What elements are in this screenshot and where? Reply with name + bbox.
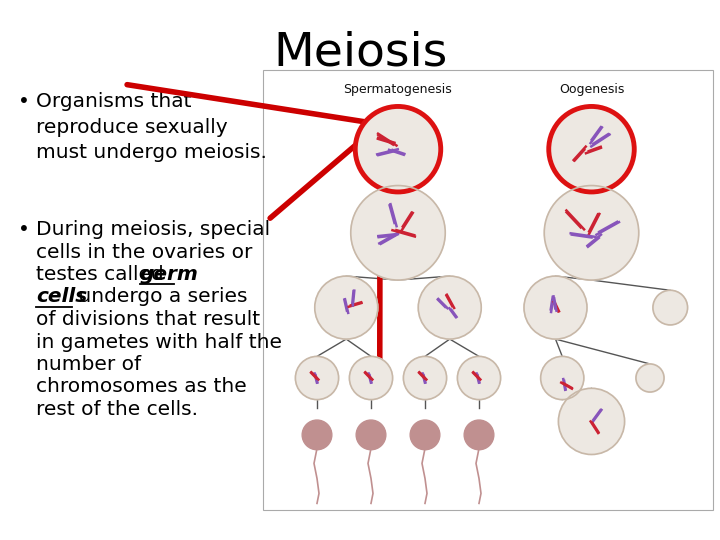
Text: undergo a series: undergo a series (72, 287, 248, 307)
Circle shape (315, 276, 378, 339)
Text: number of: number of (36, 355, 141, 374)
Text: testes called: testes called (36, 265, 170, 284)
Circle shape (653, 291, 688, 325)
Text: chromosomes as the: chromosomes as the (36, 377, 247, 396)
Circle shape (549, 106, 634, 192)
Text: germ: germ (140, 265, 199, 284)
Text: rest of the cells.: rest of the cells. (36, 400, 198, 419)
Circle shape (636, 364, 664, 392)
Circle shape (403, 356, 446, 400)
Text: Spermatogenesis: Spermatogenesis (343, 83, 452, 96)
Text: cells in the ovaries or: cells in the ovaries or (36, 242, 253, 261)
Circle shape (418, 276, 481, 339)
Circle shape (302, 420, 332, 450)
Text: of divisions that result: of divisions that result (36, 310, 260, 329)
Circle shape (559, 388, 624, 455)
Circle shape (457, 356, 500, 400)
Text: •: • (18, 92, 30, 111)
Text: Oogenesis: Oogenesis (559, 83, 624, 96)
Circle shape (541, 356, 584, 400)
Text: cells: cells (36, 287, 87, 307)
Circle shape (544, 186, 639, 280)
Circle shape (349, 356, 392, 400)
Circle shape (351, 186, 445, 280)
Circle shape (355, 106, 441, 192)
Circle shape (464, 420, 494, 450)
Text: •: • (18, 220, 30, 239)
Circle shape (356, 420, 386, 450)
Bar (263, 70, 713, 510)
Text: During meiosis, special: During meiosis, special (36, 220, 270, 239)
Text: Organisms that
reproduce sexually
must undergo meiosis.: Organisms that reproduce sexually must u… (36, 92, 267, 163)
Circle shape (295, 356, 338, 400)
Text: Meiosis: Meiosis (273, 30, 447, 75)
Circle shape (410, 420, 440, 450)
Text: in gametes with half the: in gametes with half the (36, 333, 282, 352)
Circle shape (524, 276, 587, 339)
